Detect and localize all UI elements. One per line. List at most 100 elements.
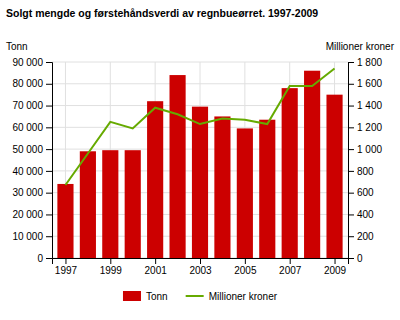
bar — [282, 88, 298, 258]
tick-mark — [348, 127, 354, 128]
tick-mark — [348, 193, 354, 194]
tick-mark — [348, 236, 354, 237]
tick-label: 20 000 — [12, 209, 43, 220]
tick: 60 000 — [12, 122, 52, 133]
tick-mark — [46, 193, 52, 194]
tick-label: 800 — [357, 166, 374, 177]
tick: 80 000 — [12, 78, 52, 89]
bar — [326, 95, 342, 258]
tick: 10 000 — [12, 231, 52, 242]
tick: 50 000 — [12, 144, 52, 155]
y2-axis-label: Millioner kroner — [326, 41, 395, 52]
tick-mark — [46, 84, 52, 85]
tick: 800 — [348, 166, 374, 177]
legend-item: Millioner kroner — [186, 291, 278, 302]
tick-mark — [290, 258, 291, 264]
tick-label: 0 — [37, 253, 43, 264]
bar — [57, 184, 73, 258]
y2-axis: 0 200 400 600 800 1 000 1 200 1 400 1 600 1 800 — [348, 57, 382, 264]
tick-label: 90 000 — [12, 57, 43, 68]
tick-mark — [155, 258, 156, 264]
tick: 1 600 — [348, 78, 382, 89]
tick-mark — [46, 236, 52, 237]
tick-label: 2001 — [145, 265, 168, 276]
tick: 2007 — [279, 258, 302, 276]
legend-swatch — [123, 291, 141, 301]
bar — [259, 120, 275, 258]
tick-label: 2003 — [189, 265, 212, 276]
tick: 0 — [37, 253, 52, 264]
tick: 1999 — [100, 258, 123, 276]
title: Solgt mengde og førstehåndsverdi av regn… — [6, 7, 318, 19]
bar-series — [57, 71, 342, 258]
y-axis-label: Tonn — [6, 41, 28, 52]
tick-mark — [46, 258, 52, 259]
tick-label: 1 800 — [357, 57, 382, 68]
chart: 1997199920012003200520072009010 00020 00… — [0, 0, 400, 320]
plot-area: 1997199920012003200520072009010 00020 00… — [12, 57, 382, 276]
marks — [57, 69, 342, 258]
tick-label: 60 000 — [12, 122, 43, 133]
tick-mark — [348, 106, 354, 107]
tick-label: 80 000 — [12, 78, 43, 89]
tick-label: 2009 — [324, 265, 347, 276]
tick: 1997 — [55, 258, 78, 276]
tick-mark — [245, 258, 246, 264]
tick: 2001 — [145, 258, 168, 276]
axis-line — [46, 63, 53, 259]
legend: Tonn Millioner kroner — [123, 291, 278, 302]
x-axis: 1997199920012003200520072009 — [53, 258, 349, 276]
tick-label: 1997 — [55, 265, 78, 276]
tick-mark — [46, 62, 52, 63]
tick-label: 400 — [357, 209, 374, 220]
tick-label: 1 000 — [357, 144, 382, 155]
tick-label: 600 — [357, 187, 374, 198]
tick-mark — [348, 258, 354, 259]
tick: 30 000 — [12, 187, 52, 198]
y-axis: 0 10 000 20 000 30 000 40 000 50 000 60 000 70 … — [12, 57, 52, 264]
bar — [147, 101, 163, 258]
tick-label: 0 — [357, 253, 363, 264]
tick: 0 — [348, 253, 363, 264]
tick-mark — [46, 214, 52, 215]
tick-label: 200 — [357, 231, 374, 242]
axis-line — [53, 259, 349, 265]
bar — [102, 150, 118, 258]
tick: 90 000 — [12, 57, 52, 68]
tick-mark — [348, 62, 354, 63]
grid — [52, 62, 348, 258]
tick-mark — [348, 149, 354, 150]
tick-mark — [46, 149, 52, 150]
tick-mark — [335, 258, 336, 264]
tick-label: 40 000 — [12, 166, 43, 177]
tick: 1 200 — [348, 122, 382, 133]
tick-label: 1 200 — [357, 122, 382, 133]
axis-line — [349, 63, 355, 259]
tick-mark — [46, 171, 52, 172]
tick-mark — [110, 258, 111, 264]
tick-mark — [348, 171, 354, 172]
legend-item: Tonn — [123, 291, 168, 302]
bar — [125, 150, 141, 258]
tick-mark — [200, 258, 201, 264]
bar — [192, 107, 208, 258]
legend-swatch — [186, 295, 204, 297]
tick-label: 10 000 — [12, 231, 43, 242]
tick: 400 — [348, 209, 374, 220]
tick-label: 1999 — [100, 265, 123, 276]
bar — [80, 151, 96, 258]
tick-label: 70 000 — [12, 100, 43, 111]
tick: 70 000 — [12, 100, 52, 111]
bar — [170, 75, 186, 258]
tick-mark — [46, 106, 52, 107]
tick: 2003 — [189, 258, 212, 276]
line — [65, 69, 334, 186]
tick: 40 000 — [12, 166, 52, 177]
bar — [304, 71, 320, 258]
tick: 200 — [348, 231, 374, 242]
bar — [214, 116, 230, 258]
tick-label: 2007 — [279, 265, 302, 276]
tick: 600 — [348, 187, 374, 198]
tick-label: 1 400 — [357, 100, 382, 111]
tick-mark — [348, 214, 354, 215]
